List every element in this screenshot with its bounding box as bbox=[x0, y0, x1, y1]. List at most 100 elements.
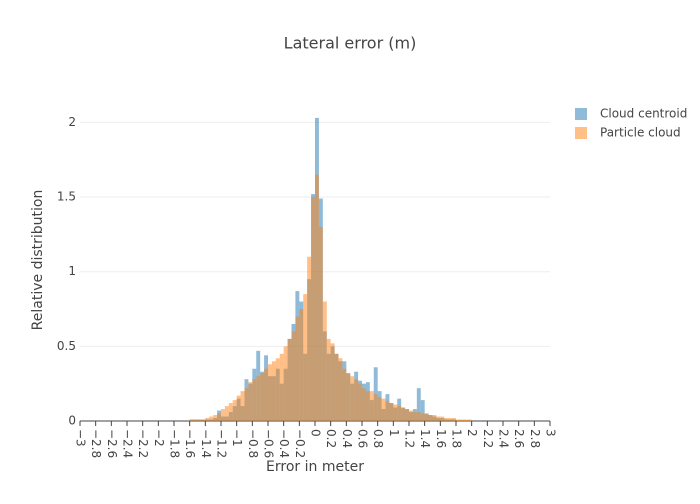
x-tick-label: −0.8 bbox=[246, 429, 260, 458]
bar bbox=[279, 353, 284, 421]
bar bbox=[275, 358, 280, 421]
bar bbox=[224, 406, 229, 421]
bar bbox=[322, 301, 327, 421]
bar bbox=[213, 415, 218, 421]
x-tick-label: 2.4 bbox=[497, 429, 511, 448]
bar bbox=[358, 383, 362, 421]
x-axis-title: Error in meter bbox=[266, 459, 364, 475]
bar bbox=[205, 418, 210, 421]
bar bbox=[228, 403, 233, 421]
bar bbox=[346, 373, 351, 421]
x-tick-label: −0.4 bbox=[277, 429, 291, 458]
x-tick-label: −2 bbox=[152, 429, 166, 447]
bar bbox=[315, 174, 319, 421]
bar bbox=[283, 346, 288, 421]
bar bbox=[393, 404, 398, 421]
bar bbox=[401, 407, 406, 421]
bar bbox=[436, 416, 441, 421]
x-tick-label: 2.8 bbox=[528, 429, 542, 448]
bar bbox=[232, 400, 237, 421]
bar bbox=[338, 358, 343, 421]
x-tick-label: −1.6 bbox=[183, 429, 197, 458]
bar bbox=[385, 401, 390, 421]
bar bbox=[252, 379, 257, 421]
bar bbox=[416, 412, 421, 421]
x-tick-label: 0.6 bbox=[356, 429, 370, 448]
x-tick-label: −1.8 bbox=[168, 429, 182, 458]
bar bbox=[397, 406, 402, 421]
x-tick-label: 1 bbox=[387, 429, 401, 437]
bar bbox=[236, 395, 241, 421]
bar bbox=[330, 343, 335, 421]
x-tick-label: 0 bbox=[309, 429, 323, 437]
bar bbox=[209, 416, 214, 421]
x-tick-label: 3 bbox=[544, 429, 558, 437]
chart-title: Lateral error (m) bbox=[284, 34, 417, 53]
y-tick-label: 0 bbox=[68, 414, 76, 428]
bar bbox=[444, 418, 449, 421]
bar bbox=[467, 419, 472, 421]
x-tick-label: −2.2 bbox=[136, 429, 150, 458]
x-tick-label: 2.6 bbox=[512, 429, 526, 448]
bar bbox=[459, 419, 464, 421]
bar bbox=[244, 388, 249, 421]
bar bbox=[318, 226, 323, 421]
x-tick-label: 1.8 bbox=[450, 429, 464, 448]
bar bbox=[354, 379, 359, 421]
x-tick-label: −1.4 bbox=[199, 429, 213, 458]
x-tick-label: 2 bbox=[465, 429, 479, 437]
x-tick-label: 2.2 bbox=[481, 429, 495, 448]
x-tick-label: 0.8 bbox=[371, 429, 385, 448]
x-tick-label: −0.2 bbox=[293, 429, 307, 458]
bar bbox=[463, 419, 468, 421]
x-tick-label: −2.8 bbox=[89, 429, 103, 458]
bar bbox=[193, 419, 198, 421]
bar bbox=[197, 419, 202, 421]
bar bbox=[256, 376, 261, 421]
y-tick-label: 2 bbox=[68, 115, 76, 129]
bar bbox=[420, 413, 425, 421]
x-tick-label: 1.4 bbox=[418, 429, 432, 448]
bar bbox=[412, 412, 417, 421]
bar bbox=[264, 368, 268, 421]
bar bbox=[373, 394, 378, 421]
bar bbox=[303, 294, 308, 421]
x-tick-label: 1.6 bbox=[434, 429, 448, 448]
bar bbox=[201, 419, 206, 421]
bar bbox=[271, 361, 276, 421]
x-tick-label: 0.4 bbox=[340, 429, 354, 448]
x-tick-label: −2.6 bbox=[105, 429, 119, 458]
bar bbox=[342, 368, 347, 421]
x-tick-label: −0.6 bbox=[262, 429, 276, 458]
legend-swatch bbox=[575, 127, 587, 139]
x-tick-label: −2.4 bbox=[121, 429, 135, 458]
x-tick-label: −1 bbox=[230, 429, 244, 447]
bar bbox=[424, 413, 429, 421]
y-tick-label: 0.5 bbox=[57, 339, 76, 353]
bar bbox=[440, 416, 445, 421]
bar bbox=[428, 415, 433, 421]
x-tick-label: −3 bbox=[74, 429, 88, 447]
bar bbox=[350, 376, 355, 421]
bar bbox=[240, 391, 245, 421]
bar bbox=[295, 316, 300, 421]
bar bbox=[369, 391, 374, 421]
legend-swatch bbox=[575, 108, 587, 120]
bar bbox=[362, 388, 366, 421]
bar bbox=[260, 373, 265, 421]
bar bbox=[432, 415, 437, 421]
bar bbox=[268, 364, 272, 421]
bar bbox=[456, 419, 460, 421]
bar bbox=[452, 418, 456, 421]
bar bbox=[448, 418, 453, 421]
bar bbox=[326, 338, 331, 421]
bar bbox=[307, 256, 312, 421]
bar bbox=[334, 353, 339, 421]
y-tick-label: 1 bbox=[68, 264, 76, 278]
bar bbox=[189, 419, 194, 421]
bar bbox=[389, 403, 394, 421]
bar bbox=[221, 409, 225, 421]
bar bbox=[217, 413, 221, 421]
bar bbox=[291, 331, 296, 421]
